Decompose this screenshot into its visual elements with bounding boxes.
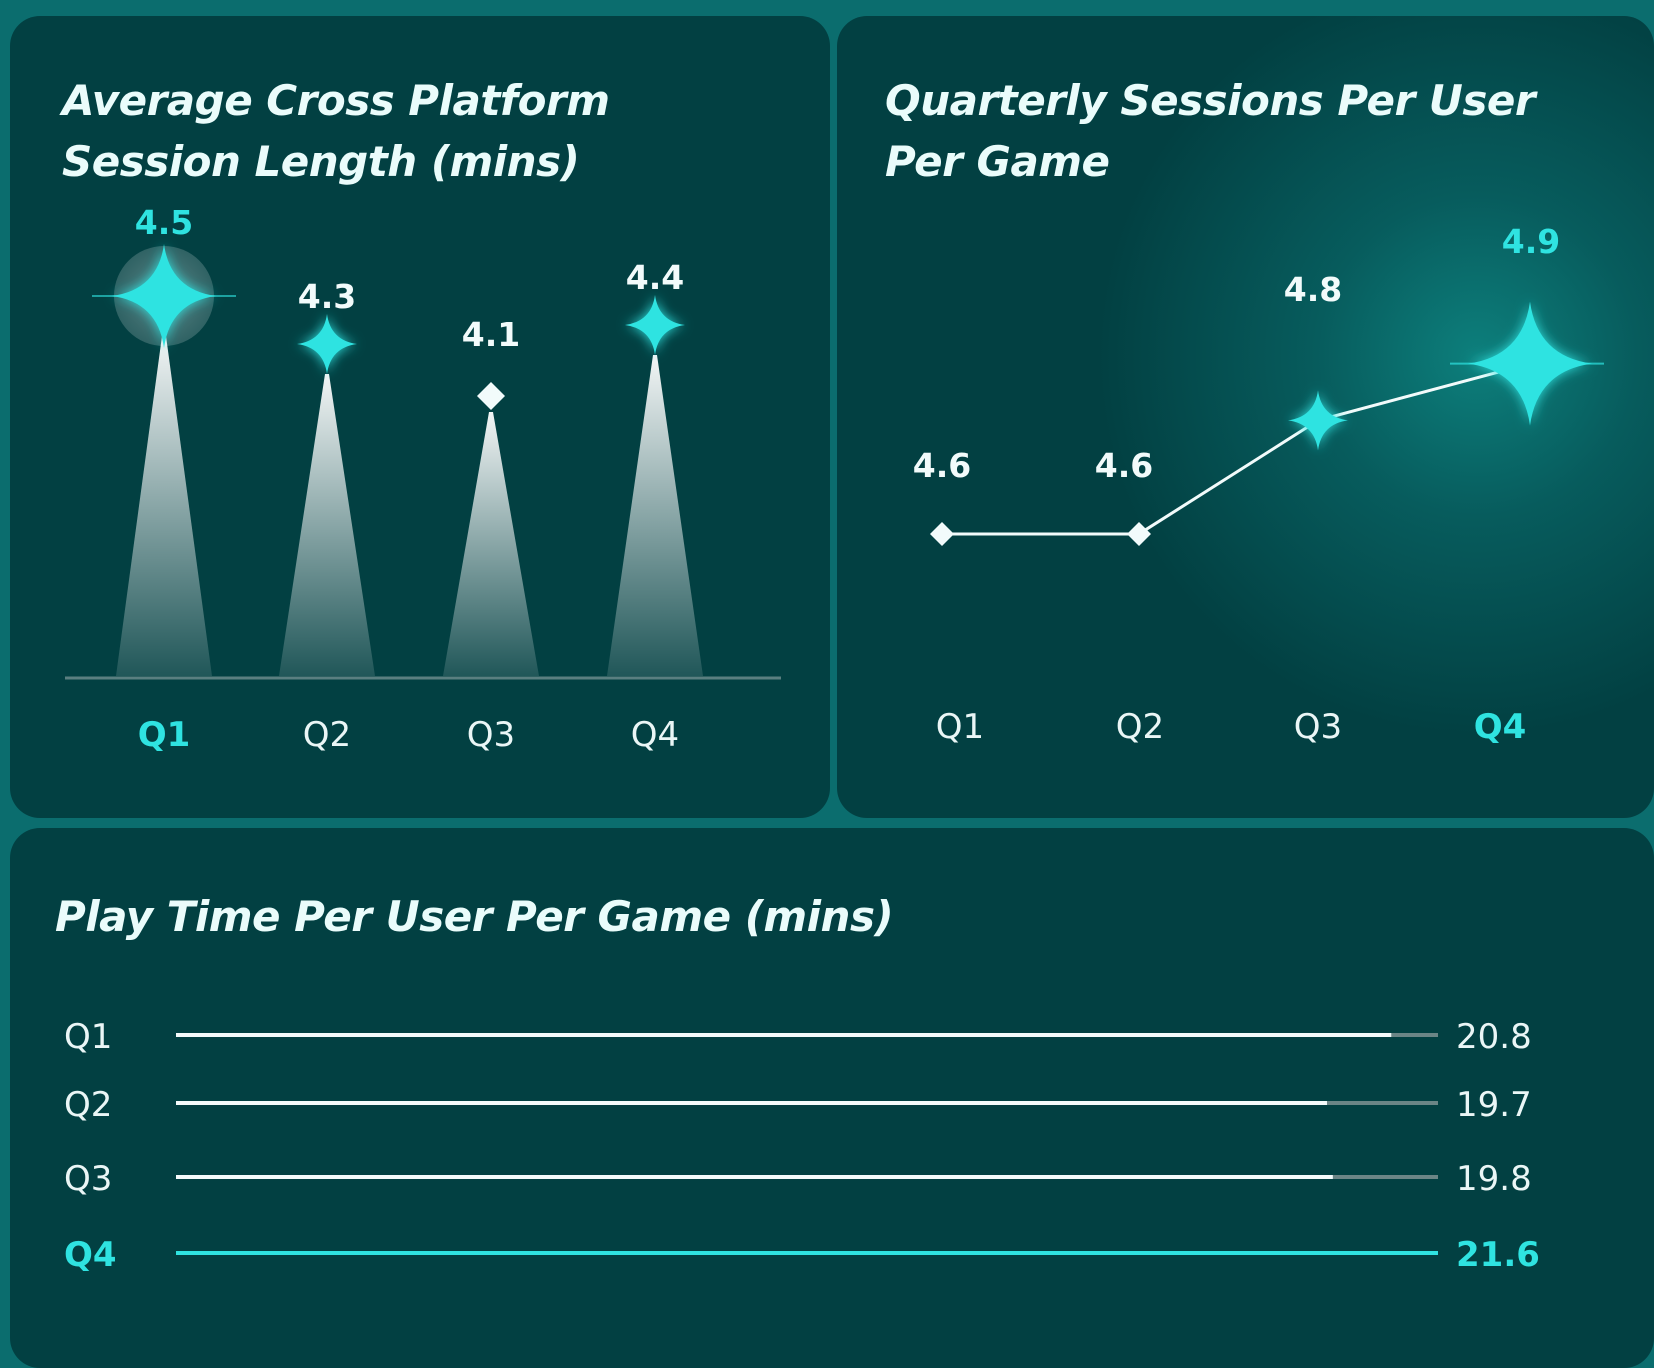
session-length-title: Average Cross Platform Session Length (m… (62, 76, 610, 186)
value-label-q4: 21.6 (1456, 1235, 1540, 1275)
value-label-q4: 4.9 (1502, 222, 1560, 261)
sessions-per-user-title: Quarterly Sessions Per User Per Game (885, 76, 1536, 186)
beam-bar-q1 (116, 336, 212, 676)
value-label-q2: 4.6 (1095, 446, 1153, 485)
value-label-q3: 19.8 (1456, 1159, 1532, 1199)
x-tick-q3: Q3 (467, 715, 515, 755)
value-label-q2: 4.3 (298, 277, 356, 316)
value-label-q1: 4.5 (135, 203, 193, 242)
category-label-q3: Q3 (64, 1159, 112, 1199)
play-time-panel (10, 828, 1654, 1368)
sparkle-icon (1468, 301, 1592, 426)
category-label-q4: Q4 (64, 1235, 117, 1275)
x-tick-q3: Q3 (1294, 707, 1342, 747)
sessions-line (942, 362, 1531, 536)
diamond-icon (1127, 522, 1151, 546)
beam-bar-q3 (443, 412, 539, 676)
value-label-q1: 4.6 (913, 446, 971, 485)
value-label-q2: 19.7 (1456, 1085, 1532, 1125)
category-label-q2: Q2 (64, 1085, 112, 1125)
x-tick-q4: Q4 (631, 715, 679, 755)
sparkle-icon (112, 244, 216, 348)
category-label-q1: Q1 (64, 1017, 112, 1057)
value-label-q3: 4.1 (462, 315, 520, 354)
beam-bar-q2 (279, 374, 375, 676)
x-tick-q1: Q1 (936, 707, 984, 747)
x-tick-q1: Q1 (138, 715, 191, 755)
sessions-per-user-panel (837, 16, 1654, 818)
diamond-icon (930, 522, 954, 546)
value-label-q3: 4.8 (1284, 270, 1342, 309)
beam-bar-q4 (607, 355, 703, 676)
value-label-q4: 4.4 (626, 258, 684, 297)
play-time-title: Play Time Per User Per Game (mins) (55, 892, 894, 941)
x-tick-q2: Q2 (303, 715, 351, 755)
x-tick-q4: Q4 (1474, 707, 1527, 747)
x-tick-q2: Q2 (1116, 707, 1164, 747)
sparkle-icon (297, 314, 357, 374)
value-label-q1: 20.8 (1456, 1017, 1532, 1057)
sparkle-icon (1288, 390, 1348, 451)
session-length-panel (10, 16, 830, 818)
sparkle-icon (625, 295, 685, 355)
diamond-icon (477, 382, 505, 410)
